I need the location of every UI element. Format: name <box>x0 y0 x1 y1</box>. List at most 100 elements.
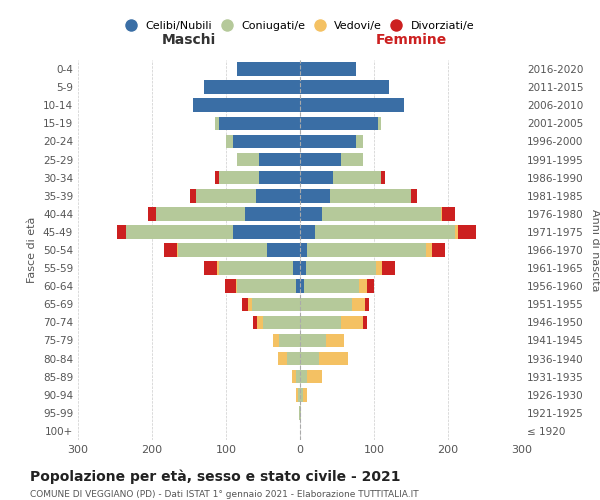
Bar <box>326 334 344 347</box>
Bar <box>382 262 395 275</box>
Bar <box>440 207 442 220</box>
Bar <box>156 207 245 220</box>
Bar <box>300 280 304 293</box>
Bar <box>253 316 257 329</box>
Bar <box>215 116 218 130</box>
Bar <box>300 207 322 220</box>
Bar <box>300 352 319 366</box>
Y-axis label: Anni di nascita: Anni di nascita <box>590 209 600 291</box>
Bar <box>298 388 300 402</box>
Bar <box>378 116 382 130</box>
Bar <box>300 152 341 166</box>
Bar <box>215 171 218 184</box>
Bar <box>458 225 476 238</box>
Bar <box>233 134 300 148</box>
Bar <box>217 262 218 275</box>
Bar <box>367 280 374 293</box>
Bar <box>248 298 252 311</box>
Bar <box>259 171 300 184</box>
Bar <box>177 243 178 257</box>
Bar <box>306 262 376 275</box>
Bar <box>164 243 177 257</box>
Bar <box>190 189 196 202</box>
Bar <box>252 298 300 311</box>
Bar <box>299 406 300 419</box>
Bar <box>300 262 306 275</box>
Bar <box>307 370 322 384</box>
Bar <box>287 352 300 366</box>
Bar <box>279 334 300 347</box>
Bar <box>148 207 156 220</box>
Bar <box>300 171 334 184</box>
Bar <box>303 388 307 402</box>
Bar <box>411 189 417 202</box>
Bar <box>263 316 300 329</box>
Bar <box>426 243 432 257</box>
Bar <box>300 243 307 257</box>
Bar <box>233 225 300 238</box>
Bar <box>236 280 237 293</box>
Bar <box>300 316 341 329</box>
Bar <box>300 370 307 384</box>
Bar <box>126 225 233 238</box>
Bar <box>245 207 300 220</box>
Bar <box>341 152 363 166</box>
Bar <box>300 134 355 148</box>
Bar <box>218 116 300 130</box>
Bar <box>300 406 301 419</box>
Bar <box>117 225 126 238</box>
Bar <box>300 334 326 347</box>
Bar <box>257 316 263 329</box>
Bar <box>334 171 382 184</box>
Y-axis label: Fasce di età: Fasce di età <box>28 217 37 283</box>
Text: Maschi: Maschi <box>162 34 216 48</box>
Bar <box>432 243 445 257</box>
Bar <box>296 388 298 402</box>
Bar <box>259 152 300 166</box>
Bar <box>196 189 256 202</box>
Bar <box>237 62 300 76</box>
Bar <box>352 298 365 311</box>
Bar <box>300 80 389 94</box>
Text: Femmine: Femmine <box>376 34 446 48</box>
Bar <box>315 225 455 238</box>
Bar <box>307 243 426 257</box>
Bar <box>355 134 363 148</box>
Bar <box>204 262 217 275</box>
Bar <box>341 316 363 329</box>
Bar <box>455 225 458 238</box>
Bar <box>204 80 300 94</box>
Bar <box>256 189 300 202</box>
Bar <box>322 207 440 220</box>
Bar <box>304 280 359 293</box>
Bar <box>237 280 296 293</box>
Bar <box>178 243 266 257</box>
Bar <box>237 152 259 166</box>
Bar <box>376 262 382 275</box>
Legend: Celibi/Nubili, Coniugati/e, Vedovi/e, Divorziati/e: Celibi/Nubili, Coniugati/e, Vedovi/e, Di… <box>121 16 479 36</box>
Bar <box>382 171 385 184</box>
Bar <box>300 189 329 202</box>
Bar <box>274 334 279 347</box>
Bar <box>363 316 367 329</box>
Bar <box>300 62 355 76</box>
Bar <box>365 298 369 311</box>
Text: COMUNE DI VEGGIANO (PD) - Dati ISTAT 1° gennaio 2021 - Elaborazione TUTTITALIA.I: COMUNE DI VEGGIANO (PD) - Dati ISTAT 1° … <box>30 490 419 499</box>
Bar <box>242 298 248 311</box>
Bar <box>218 262 293 275</box>
Bar <box>266 243 300 257</box>
Text: Popolazione per età, sesso e stato civile - 2021: Popolazione per età, sesso e stato civil… <box>30 470 401 484</box>
Bar <box>296 280 300 293</box>
Bar <box>319 352 348 366</box>
Bar <box>300 298 352 311</box>
Bar <box>442 207 455 220</box>
Bar <box>224 280 236 293</box>
Bar <box>300 225 315 238</box>
Bar <box>226 134 233 148</box>
Bar <box>359 280 367 293</box>
Bar <box>193 98 300 112</box>
Bar <box>278 352 287 366</box>
Bar <box>296 370 300 384</box>
Bar <box>300 116 378 130</box>
Bar <box>218 171 259 184</box>
